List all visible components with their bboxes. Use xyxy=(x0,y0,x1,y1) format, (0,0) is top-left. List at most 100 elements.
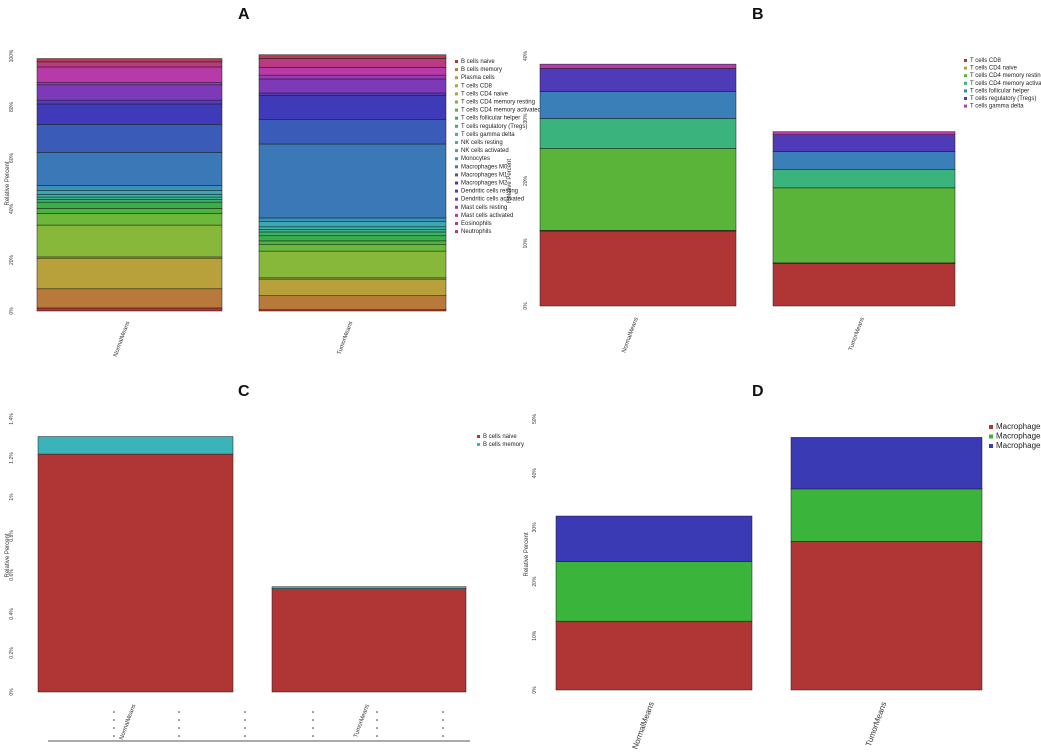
bar-segment xyxy=(259,227,446,230)
bar-segment xyxy=(37,85,222,100)
x-axis-dot xyxy=(244,711,246,713)
bar-segment xyxy=(540,149,736,231)
y-tick-label: 30% xyxy=(532,522,538,533)
bar-segment xyxy=(38,437,233,455)
legend-swatch xyxy=(455,76,458,79)
bar-segment xyxy=(556,562,752,622)
bar-segment xyxy=(37,152,222,185)
bar-segment xyxy=(259,251,446,278)
bar-segment xyxy=(773,132,955,135)
bar-segment xyxy=(259,279,446,296)
bar-segment xyxy=(556,516,752,562)
y-tick-label: 0% xyxy=(9,688,15,696)
bar-segment xyxy=(37,258,222,289)
x-axis-dot xyxy=(312,719,314,721)
y-tick-label: 0% xyxy=(9,307,15,315)
bar-segment xyxy=(272,587,466,589)
x-axis-dot xyxy=(376,711,378,713)
bar-segment xyxy=(556,621,752,690)
legend-label: Macrophages M0 xyxy=(996,422,1041,431)
bar-segment xyxy=(259,67,446,75)
x-axis-dot xyxy=(178,711,180,713)
legend-label: Mast cells activated xyxy=(461,213,513,219)
legend-swatch xyxy=(455,84,458,87)
legend-swatch xyxy=(455,133,458,136)
x-tick-label: TumorMeans xyxy=(337,321,355,356)
bar-segment xyxy=(259,296,446,310)
legend-label: Macrophages M0 xyxy=(461,164,508,170)
legend-label: B cells memory xyxy=(461,67,502,73)
legend-swatch xyxy=(989,425,993,429)
x-axis-dot xyxy=(376,727,378,729)
legend-swatch xyxy=(455,190,458,193)
y-tick-label: 40% xyxy=(9,203,15,214)
legend-swatch xyxy=(989,444,993,448)
bar-segment xyxy=(37,62,222,67)
x-axis-dot xyxy=(312,735,314,737)
bar-segment xyxy=(540,64,736,68)
legend-swatch xyxy=(455,125,458,128)
y-tick-label: 20% xyxy=(523,175,529,186)
legend-swatch xyxy=(989,435,993,439)
panel-letter-b: B xyxy=(752,6,764,23)
y-tick-label: 20% xyxy=(532,576,538,587)
x-axis-dot xyxy=(376,719,378,721)
x-axis-dot xyxy=(178,727,180,729)
bar-segment xyxy=(773,170,955,188)
legend-label: T cells regulatory (Tregs) xyxy=(970,96,1036,102)
bar-segment xyxy=(259,55,446,59)
panel-a: A Relative Percent 0% 20% 40% 60% 80% 100% Norma… xyxy=(5,6,541,358)
y-tick-label: 1.4% xyxy=(9,413,15,425)
bar-segment xyxy=(272,589,466,692)
legend-label: T cells CD4 naive xyxy=(970,66,1018,72)
legend-label: Plasma cells xyxy=(461,75,495,81)
legend-label: Macrophages M2 xyxy=(996,441,1041,450)
legend-swatch xyxy=(455,149,458,152)
bar-segment xyxy=(259,96,446,120)
figure-canvas: ARelative Percent0%20%40%60%80%100%Norma… xyxy=(0,0,1041,752)
bar-segment xyxy=(259,245,446,251)
legend-label: Neutrophils xyxy=(461,229,491,235)
bar-segment xyxy=(540,92,736,119)
legend-label: T cells CD8 xyxy=(970,58,1002,64)
x-axis-dot xyxy=(244,719,246,721)
y-tick-label: 0% xyxy=(523,302,529,310)
y-axis-label: Relative Percent xyxy=(524,532,530,576)
bar-segment xyxy=(37,67,222,82)
y-tick-label: 40% xyxy=(523,50,529,61)
bar-segment xyxy=(37,202,222,208)
x-tick-label: NormalMeans xyxy=(621,317,639,354)
bar-segment xyxy=(791,541,982,690)
y-tick-label: 0.4% xyxy=(9,608,15,620)
legend-swatch xyxy=(455,198,458,201)
legend-swatch xyxy=(455,157,458,160)
bar-segment xyxy=(37,100,222,104)
x-axis-dot xyxy=(442,735,444,737)
y-tick-label: 0.6% xyxy=(9,569,15,581)
x-tick-label: TumorMeans xyxy=(353,704,371,739)
x-axis-dot xyxy=(312,711,314,713)
legend-swatch xyxy=(455,206,458,209)
x-axis-dot xyxy=(442,727,444,729)
panel-letter-c: C xyxy=(238,383,250,400)
legend-swatch xyxy=(477,443,480,446)
y-axis-label: Relative Percent xyxy=(507,159,513,203)
legend-label: T cells regulatory (Tregs) xyxy=(461,124,527,130)
bar-segment xyxy=(540,119,736,149)
bar-segment xyxy=(259,222,446,227)
bar-segment xyxy=(259,218,446,222)
bar-segment xyxy=(37,194,222,197)
y-tick-label: 0% xyxy=(532,686,538,694)
bar-segment xyxy=(259,79,446,93)
legend-label: T cells CD4 memory activated xyxy=(461,108,541,114)
legend-swatch xyxy=(964,105,967,108)
x-tick-label: NormalMeans xyxy=(630,701,655,751)
x-tick-label: TumorMeans xyxy=(848,317,866,352)
bar-segment xyxy=(37,200,222,203)
bar-segment xyxy=(37,191,222,195)
x-axis-dot xyxy=(376,735,378,737)
bar-segment xyxy=(259,59,446,68)
y-axis-label: Relative Percent xyxy=(5,161,11,205)
x-axis-dot xyxy=(244,735,246,737)
x-axis-dot xyxy=(113,719,115,721)
